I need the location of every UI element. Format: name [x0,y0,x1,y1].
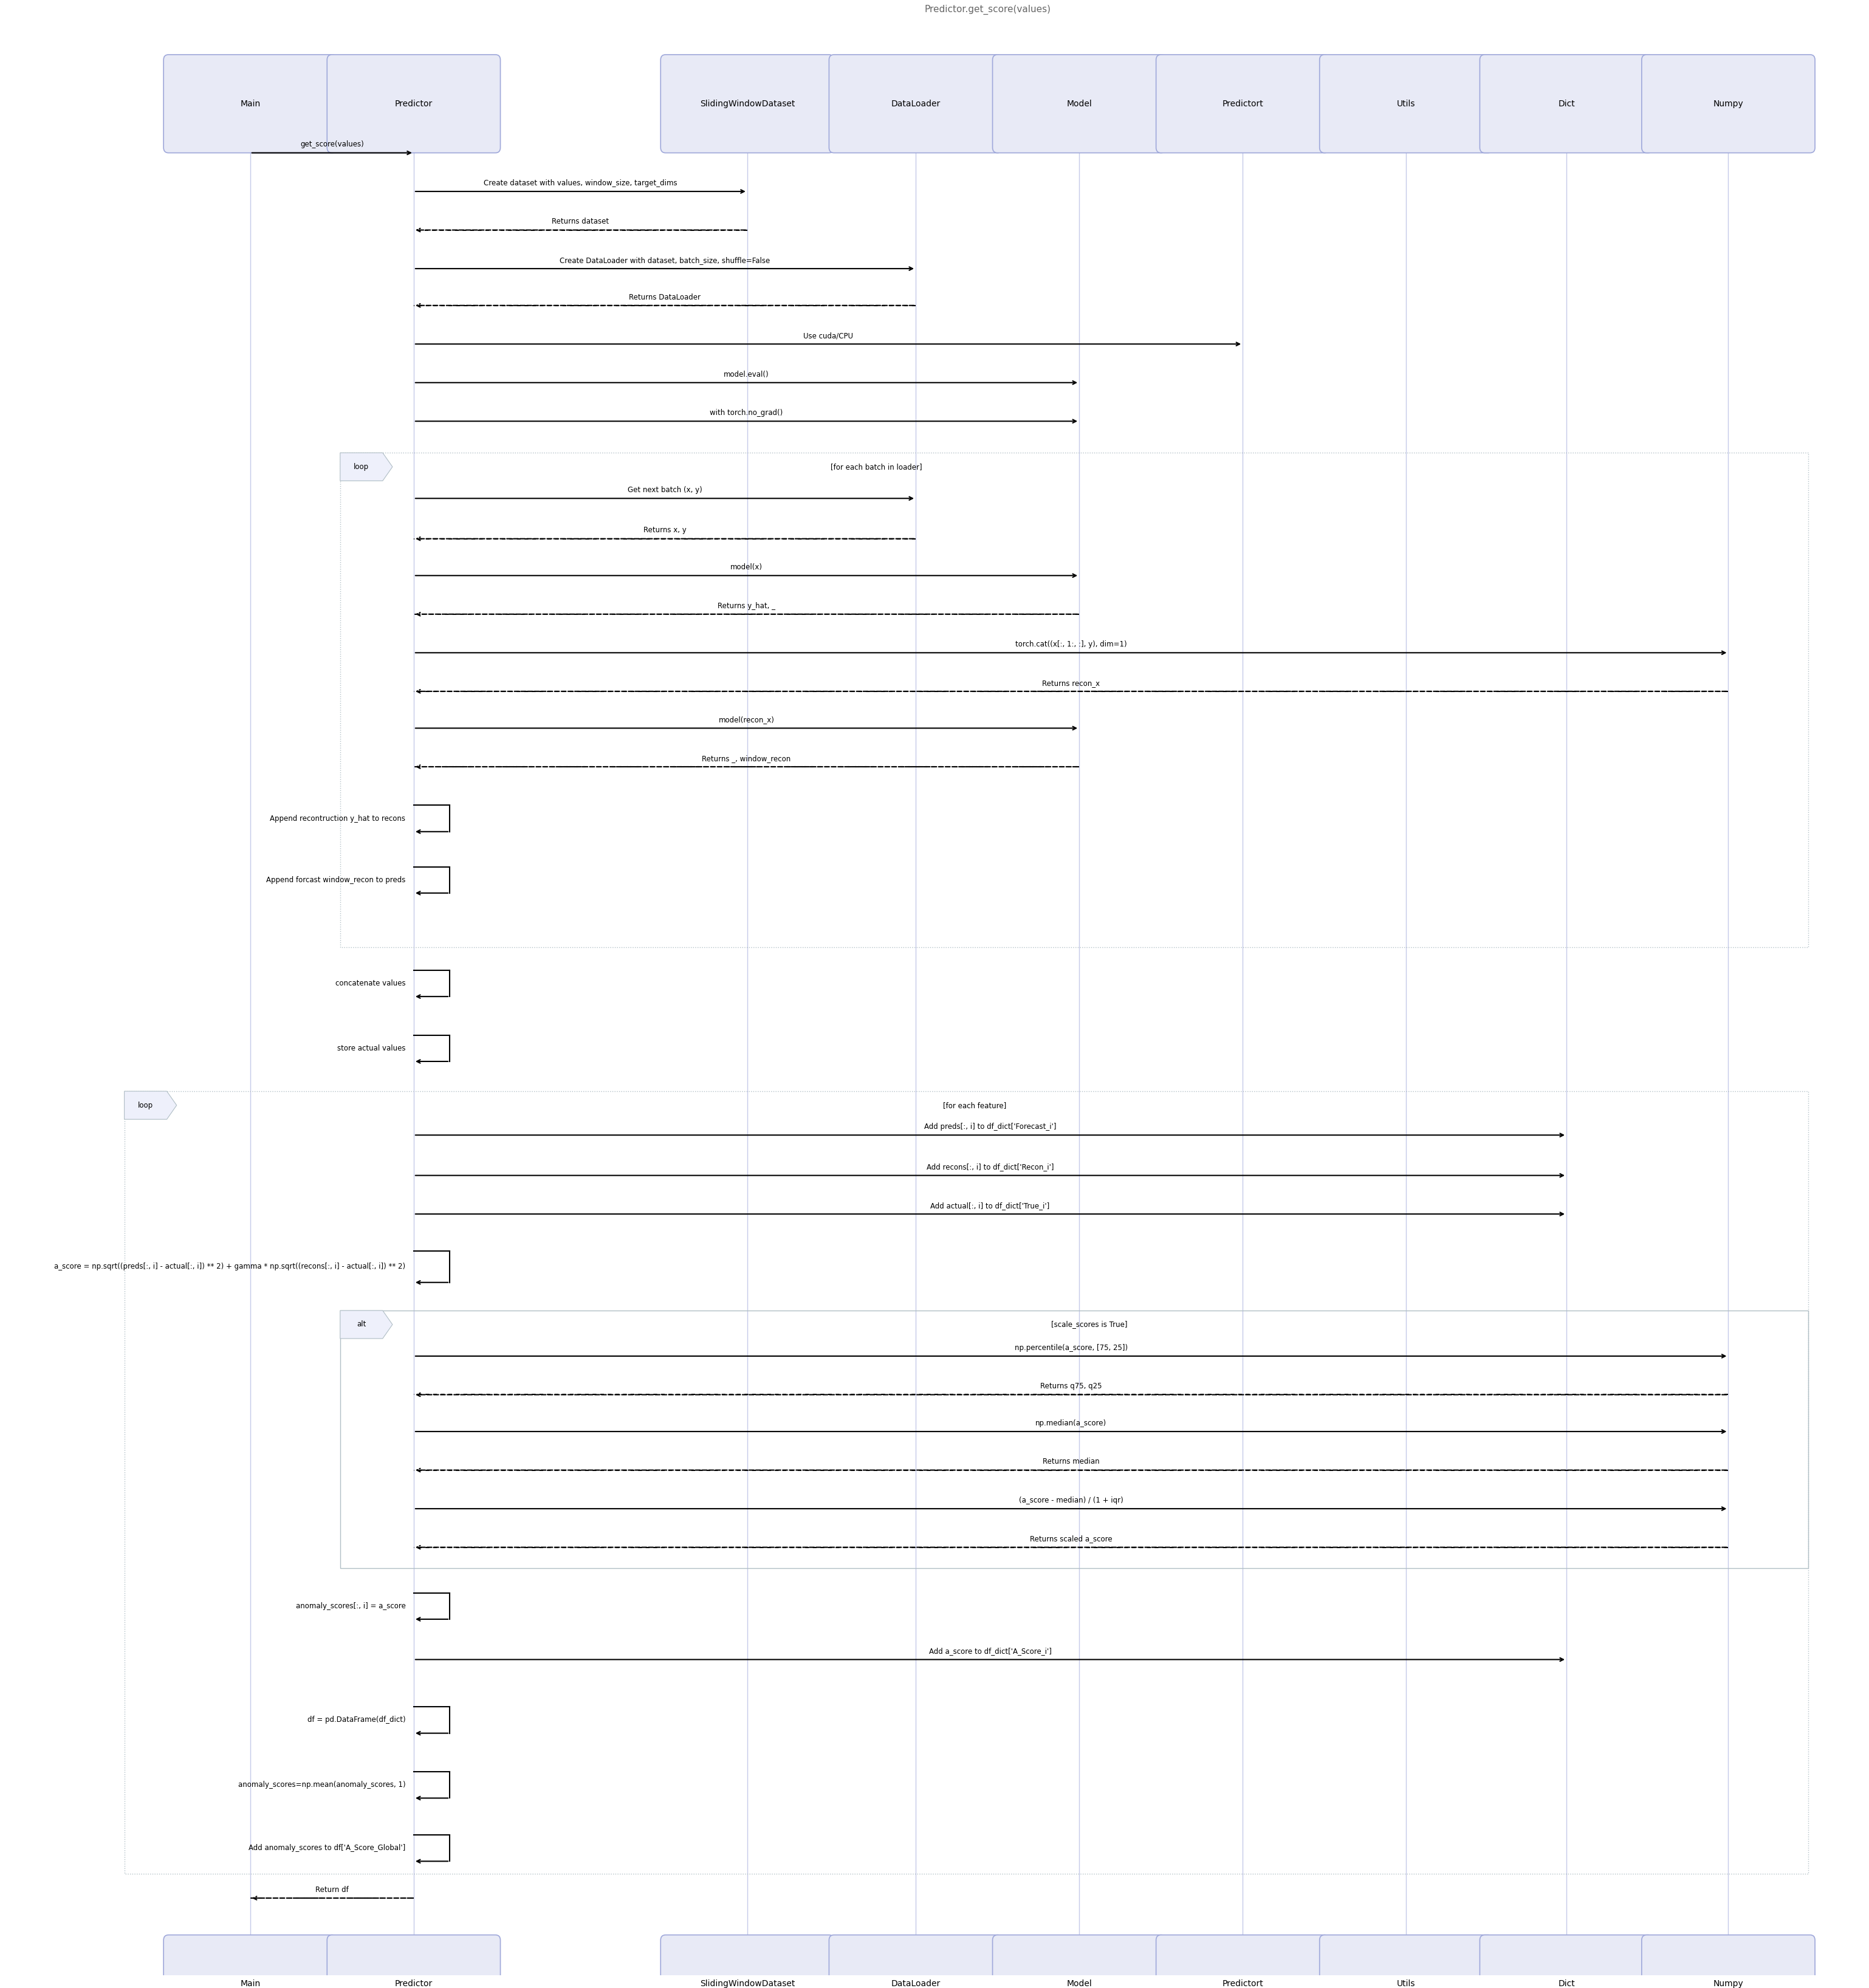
FancyBboxPatch shape [1157,54,1329,153]
Text: Returns median: Returns median [1043,1457,1099,1465]
Bar [340,453,1809,948]
FancyBboxPatch shape [327,1934,501,1988]
Text: Returns _, window_recon: Returns _, window_recon [703,755,791,761]
Text: [for each feature]: [for each feature] [942,1101,1006,1109]
Text: Append recontruction y_hat to recons: Append recontruction y_hat to recons [269,815,406,823]
Text: Add a_score to df_dict['A_Score_i']: Add a_score to df_dict['A_Score_i'] [929,1648,1052,1656]
Text: SlidingWindowDataset: SlidingWindowDataset [699,99,794,107]
Text: Create dataset with values, window_size, target_dims: Create dataset with values, window_size,… [484,179,677,187]
Text: a_score = np.sqrt((preds[:, i] - actual[:, i]) ** 2) + gamma * np.sqrt((recons[:: a_score = np.sqrt((preds[:, i] - actual[… [54,1262,406,1270]
Text: loop: loop [138,1101,153,1109]
Text: Append forcast window_recon to preds: Append forcast window_recon to preds [265,877,406,885]
Text: SlidingWindowDataset: SlidingWindowDataset [699,1980,794,1988]
FancyBboxPatch shape [1157,1934,1329,1988]
Text: Add recons[:, i] to df_dict['Recon_i']: Add recons[:, i] to df_dict['Recon_i'] [927,1163,1054,1171]
Text: with torch.no_grad(): with torch.no_grad() [710,410,783,417]
Text: [for each batch in loader]: [for each batch in loader] [830,463,921,471]
FancyBboxPatch shape [830,1934,1002,1988]
FancyBboxPatch shape [1480,1934,1652,1988]
Text: Get next batch (x, y): Get next batch (x, y) [628,487,703,493]
Text: Predictort: Predictort [1222,99,1263,107]
Text: Returns DataLoader: Returns DataLoader [628,292,701,300]
FancyBboxPatch shape [830,54,1002,153]
Text: Add preds[:, i] to df_dict['Forecast_i']: Add preds[:, i] to df_dict['Forecast_i'] [923,1123,1056,1131]
FancyBboxPatch shape [1480,54,1652,153]
Text: Returns q75, q25: Returns q75, q25 [1041,1382,1103,1390]
FancyBboxPatch shape [164,1934,336,1988]
Text: Predictort: Predictort [1222,1980,1263,1988]
Text: model.eval(): model.eval() [723,370,770,378]
FancyBboxPatch shape [1641,54,1815,153]
Polygon shape [340,1310,392,1338]
Text: model(recon_x): model(recon_x) [718,716,774,724]
Text: model(x): model(x) [731,563,763,571]
Polygon shape [340,453,392,481]
Text: Model: Model [1067,1980,1091,1988]
Text: Numpy: Numpy [1714,99,1744,107]
Text: Returns dataset: Returns dataset [551,219,609,227]
FancyBboxPatch shape [992,1934,1166,1988]
Text: torch.cat((x[:, 1:, :], y), dim=1): torch.cat((x[:, 1:, :], y), dim=1) [1015,640,1127,648]
Text: df = pd.DataFrame(df_dict): df = pd.DataFrame(df_dict) [307,1716,406,1724]
Text: Dict: Dict [1559,99,1576,107]
FancyBboxPatch shape [327,54,501,153]
Text: Returns x, y: Returns x, y [643,527,686,535]
Text: anomaly_scores=np.mean(anomaly_scores, 1): anomaly_scores=np.mean(anomaly_scores, 1… [237,1781,406,1789]
Text: Use cuda/CPU: Use cuda/CPU [804,332,852,340]
Text: Model: Model [1067,99,1091,107]
Text: Predictor: Predictor [394,1980,432,1988]
Text: get_score(values): get_score(values) [301,141,364,149]
Text: DataLoader: DataLoader [892,99,940,107]
FancyBboxPatch shape [1641,1934,1815,1988]
Text: Main: Main [239,1980,260,1988]
Text: Add actual[:, i] to df_dict['True_i']: Add actual[:, i] to df_dict['True_i'] [931,1201,1050,1209]
Text: np.median(a_score): np.median(a_score) [1035,1419,1106,1427]
Text: (a_score - median) / (1 + iqr): (a_score - median) / (1 + iqr) [1019,1497,1123,1505]
FancyBboxPatch shape [660,54,834,153]
Text: Create DataLoader with dataset, batch_size, shuffle=False: Create DataLoader with dataset, batch_si… [559,256,770,264]
FancyBboxPatch shape [1320,1934,1493,1988]
Text: Returns scaled a_score: Returns scaled a_score [1030,1535,1112,1543]
Text: [scale_scores is True]: [scale_scores is True] [1050,1320,1127,1328]
FancyBboxPatch shape [1320,54,1493,153]
FancyBboxPatch shape [164,54,336,153]
Polygon shape [125,1091,178,1119]
FancyBboxPatch shape [660,1934,834,1988]
Text: Returns y_hat, _: Returns y_hat, _ [718,602,776,610]
Text: Numpy: Numpy [1714,1980,1744,1988]
Text: Returns recon_x: Returns recon_x [1043,680,1101,688]
FancyBboxPatch shape [992,54,1166,153]
Text: Dict: Dict [1559,1980,1576,1988]
Text: alt: alt [357,1320,366,1328]
Text: DataLoader: DataLoader [892,1980,940,1988]
Text: store actual values: store actual values [336,1044,406,1052]
Text: Main: Main [239,99,260,107]
Bar [125,1091,1809,1873]
Text: Predictor.get_score(values): Predictor.get_score(values) [925,4,1050,14]
Text: Utils: Utils [1396,99,1415,107]
Text: Return df: Return df [316,1887,350,1895]
Text: anomaly_scores[:, i] = a_score: anomaly_scores[:, i] = a_score [295,1602,406,1610]
Text: Utils: Utils [1396,1980,1415,1988]
Text: concatenate values: concatenate values [335,980,406,988]
Text: Add anomaly_scores to df['A_Score_Global']: Add anomaly_scores to df['A_Score_Global… [249,1845,406,1853]
Bar [340,1310,1809,1569]
Text: loop: loop [353,463,368,471]
Text: Predictor: Predictor [394,99,432,107]
Text: np.percentile(a_score, [75, 25]): np.percentile(a_score, [75, 25]) [1015,1344,1127,1352]
